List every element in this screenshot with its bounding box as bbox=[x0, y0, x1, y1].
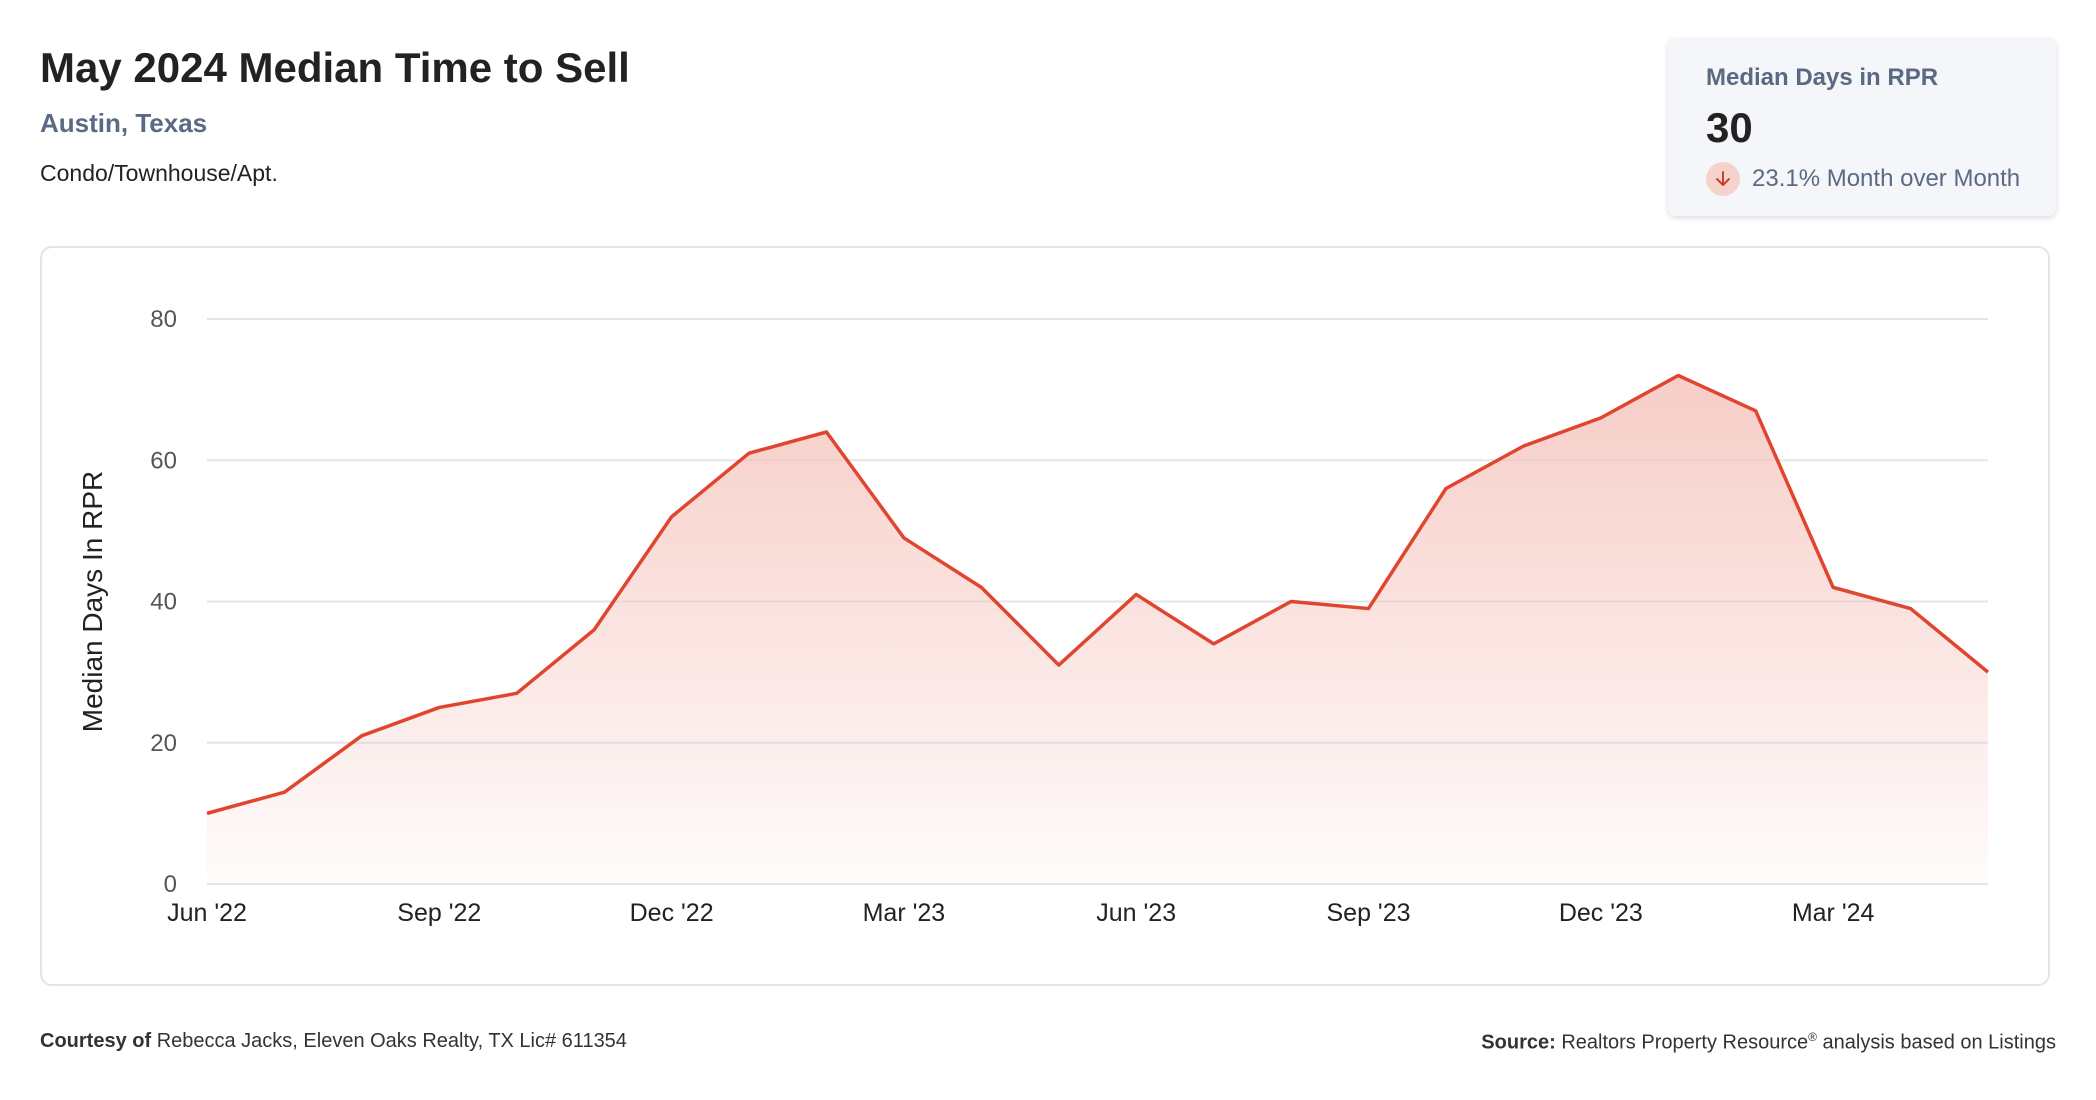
series-line bbox=[206, 373, 1990, 816]
page-title: May 2024 Median Time to Sell bbox=[40, 44, 630, 91]
y-tick-label: 0 bbox=[164, 871, 177, 898]
y-tick-label: 60 bbox=[150, 447, 177, 474]
x-tick-label: Dec '22 bbox=[630, 899, 714, 927]
y-tick-label: 20 bbox=[150, 730, 177, 757]
property-type: Condo/Townhouse/Apt. bbox=[40, 160, 278, 186]
stat-change-text: 23.1% Month over Month bbox=[1752, 165, 2021, 192]
stat-value: 30 bbox=[1706, 104, 1753, 151]
courtesy-text: Rebecca Jacks, Eleven Oaks Realty, TX Li… bbox=[156, 1030, 627, 1052]
courtesy-footer: Courtesy of Rebecca Jacks, Eleven Oaks R… bbox=[40, 1030, 627, 1053]
courtesy-label: Courtesy of bbox=[40, 1030, 152, 1052]
x-tick-label: Sep '23 bbox=[1327, 899, 1411, 927]
x-tick-label: Sep '22 bbox=[397, 899, 481, 927]
source-text-suffix: analysis based on Listings bbox=[1816, 1031, 2057, 1054]
chart-container: 0 20 40 60 80 Median Days In RPR Jun '22 Sep '2… bbox=[40, 246, 2050, 986]
source-text: Realtors Property Resource bbox=[1561, 1031, 1809, 1054]
source-footer: Source: Realtors Property Resource® anal… bbox=[1481, 1030, 2056, 1055]
x-tick-label: Mar '24 bbox=[1792, 899, 1875, 927]
x-tick-label: Dec '23 bbox=[1559, 899, 1643, 927]
y-axis-label: Median Days In RPR bbox=[77, 471, 108, 732]
y-tick-label: 40 bbox=[150, 589, 177, 616]
arrow-down-icon bbox=[1706, 162, 1740, 196]
source-label: Source: bbox=[1481, 1031, 1556, 1054]
stat-card: Median Days in RPR 30 23.1% Month over M… bbox=[1668, 38, 2056, 216]
stat-change: 23.1% Month over Month bbox=[1706, 162, 2020, 196]
y-tick-label: 80 bbox=[150, 306, 177, 333]
x-tick-label: Mar '23 bbox=[863, 899, 946, 927]
stat-label: Median Days in RPR bbox=[1706, 64, 1939, 91]
median-days-chart: 0 20 40 60 80 Median Days In RPR Jun '22 Sep '2… bbox=[77, 306, 1990, 927]
registered-mark: ® bbox=[1808, 1030, 1817, 1044]
location-subtitle: Austin, Texas bbox=[40, 108, 208, 138]
x-tick-label: Jun '22 bbox=[167, 899, 247, 927]
x-tick-label: Jun '23 bbox=[1096, 899, 1176, 927]
